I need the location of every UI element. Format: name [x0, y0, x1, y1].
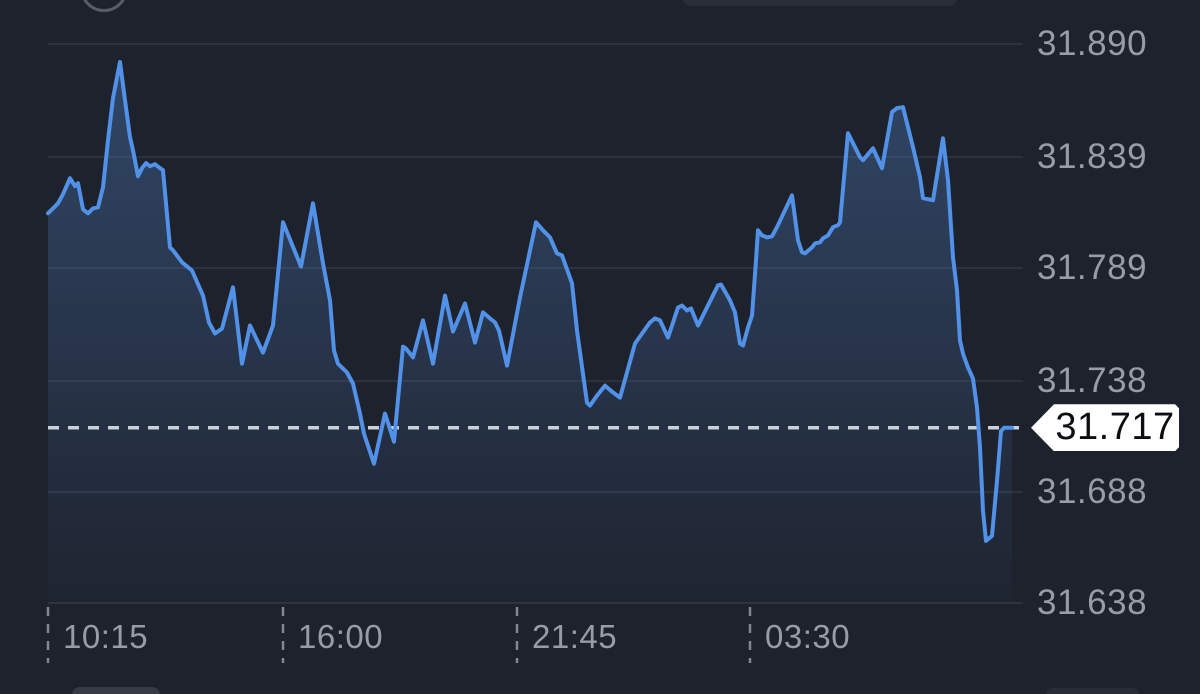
- y-axis-label: 31.789: [1037, 248, 1148, 288]
- y-axis-label: 31.688: [1037, 472, 1148, 512]
- partial-pill-bottom-left[interactable]: [72, 687, 160, 694]
- y-axis-label: 31.890: [1037, 24, 1148, 63]
- x-axis-ticks: [46, 607, 752, 663]
- price-area-fill: [48, 62, 1012, 603]
- partial-pill-bottom-right[interactable]: [1046, 688, 1139, 694]
- last-price-value: 31.717: [1055, 406, 1175, 449]
- x-axis-label: 03:30: [765, 618, 851, 655]
- price-line: [46, 60, 1014, 543]
- y-axis-label: 31.738: [1037, 361, 1148, 401]
- x-axis-label: 10:15: [63, 618, 149, 655]
- partial-pill-top-right[interactable]: [683, 0, 957, 6]
- x-axis-label: 21:45: [532, 618, 618, 655]
- y-axis-label: 31.839: [1037, 137, 1148, 177]
- last-price-tag: 31.717: [1031, 404, 1179, 452]
- x-axis-label: 16:00: [298, 618, 384, 655]
- y-axis-label: 31.638: [1037, 583, 1148, 622]
